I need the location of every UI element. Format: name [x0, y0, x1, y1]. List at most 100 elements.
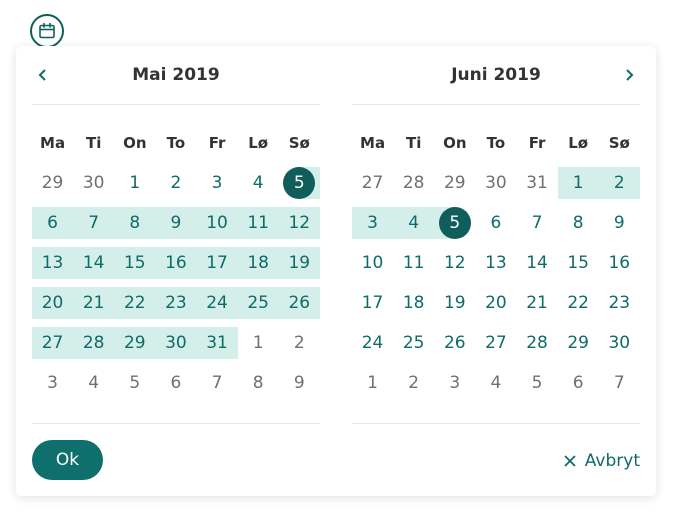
- day-cell[interactable]: 3: [352, 203, 394, 243]
- ok-button[interactable]: Ok: [32, 440, 103, 480]
- day-cell[interactable]: 20: [475, 283, 516, 323]
- day-cell[interactable]: 22: [558, 283, 599, 323]
- day-cell[interactable]: 12: [434, 243, 475, 283]
- day-cell[interactable]: 30: [599, 323, 640, 363]
- day-cell-outside-month[interactable]: 31: [517, 163, 558, 203]
- range-highlight: [32, 327, 74, 359]
- day-cell-outside-month[interactable]: 29: [32, 163, 73, 203]
- day-cell-outside-month[interactable]: 8: [238, 363, 279, 403]
- day-cell[interactable]: 16: [599, 243, 640, 283]
- day-cell-outside-month[interactable]: 7: [197, 363, 238, 403]
- day-cell[interactable]: 27: [32, 323, 74, 363]
- day-cell[interactable]: 19: [434, 283, 475, 323]
- day-cell-outside-month[interactable]: 28: [393, 163, 434, 203]
- day-cell[interactable]: 14: [517, 243, 558, 283]
- day-cell[interactable]: 23: [599, 283, 640, 323]
- day-cell-outside-month[interactable]: 6: [155, 363, 196, 403]
- day-cell[interactable]: 15: [114, 243, 156, 283]
- day-cell[interactable]: 13: [475, 243, 516, 283]
- day-cell[interactable]: 21: [73, 283, 115, 323]
- day-cell[interactable]: 1: [557, 163, 599, 203]
- day-cell[interactable]: 26: [278, 283, 320, 323]
- range-highlight: [32, 287, 74, 319]
- month-panel-may: Mai 2019 Ma Ti On To Fr Lø Sø 29 30 1 2 3 4 5 6 7 8 9 10 11…: [32, 46, 320, 403]
- day-number: 25: [247, 293, 269, 313]
- day-number: 6: [572, 373, 584, 393]
- day-cell[interactable]: 14: [73, 243, 115, 283]
- day-cell-outside-month[interactable]: 3: [434, 363, 475, 403]
- day-cell[interactable]: 22: [114, 283, 156, 323]
- day-cell-selected[interactable]: 5: [434, 203, 475, 243]
- day-cell-outside-month[interactable]: 9: [279, 363, 320, 403]
- day-cell[interactable]: 4: [393, 203, 435, 243]
- day-cell-outside-month[interactable]: 4: [475, 363, 516, 403]
- day-cell-outside-month[interactable]: 1: [352, 363, 393, 403]
- day-cell-outside-month[interactable]: 7: [599, 363, 640, 403]
- day-cell-outside-month[interactable]: 6: [558, 363, 599, 403]
- prev-month-button[interactable]: [30, 62, 56, 88]
- day-cell-outside-month[interactable]: 1: [238, 323, 279, 363]
- day-cell[interactable]: 10: [352, 243, 393, 283]
- day-cell-outside-month[interactable]: 2: [393, 363, 434, 403]
- day-cell-outside-month[interactable]: 5: [517, 363, 558, 403]
- day-cell[interactable]: 29: [114, 323, 156, 363]
- day-cell[interactable]: 6: [475, 203, 516, 243]
- day-cell-outside-month[interactable]: 30: [475, 163, 516, 203]
- day-cell[interactable]: 30: [155, 323, 197, 363]
- day-cell[interactable]: 23: [155, 283, 197, 323]
- day-cell[interactable]: 27: [475, 323, 516, 363]
- day-cell[interactable]: 21: [517, 283, 558, 323]
- day-cell[interactable]: 16: [155, 243, 197, 283]
- day-cell[interactable]: 12: [278, 203, 320, 243]
- day-cell[interactable]: 3: [197, 163, 238, 203]
- day-number: 9: [170, 213, 182, 233]
- day-cell[interactable]: 13: [32, 243, 74, 283]
- day-cell[interactable]: 24: [352, 323, 393, 363]
- day-cell[interactable]: 7: [73, 203, 115, 243]
- day-number: 18: [402, 293, 425, 313]
- day-cell-outside-month[interactable]: 29: [434, 163, 475, 203]
- day-cell[interactable]: 18: [237, 243, 279, 283]
- day-number: 30: [165, 333, 187, 353]
- day-cell[interactable]: 17: [196, 243, 238, 283]
- day-cell[interactable]: 24: [196, 283, 238, 323]
- day-cell-outside-month[interactable]: 3: [32, 363, 73, 403]
- day-cell[interactable]: 28: [517, 323, 558, 363]
- day-cell[interactable]: 17: [352, 283, 393, 323]
- cancel-button[interactable]: Avbryt: [563, 451, 640, 471]
- day-cell[interactable]: 9: [599, 203, 640, 243]
- day-cell-selected[interactable]: 5: [279, 163, 320, 203]
- day-cell[interactable]: 11: [237, 203, 279, 243]
- day-cell[interactable]: 8: [558, 203, 599, 243]
- day-cell[interactable]: 29: [558, 323, 599, 363]
- day-cell-outside-month[interactable]: 30: [73, 163, 114, 203]
- day-cell[interactable]: 4: [238, 163, 279, 203]
- day-cell[interactable]: 20: [32, 283, 74, 323]
- day-cell-outside-month[interactable]: 4: [73, 363, 114, 403]
- day-number: 18: [247, 253, 269, 273]
- day-cell[interactable]: 6: [32, 203, 74, 243]
- day-cell[interactable]: 2: [598, 163, 640, 203]
- day-cell[interactable]: 19: [278, 243, 320, 283]
- day-cell[interactable]: 28: [73, 323, 115, 363]
- day-cell-outside-month[interactable]: 2: [279, 323, 320, 363]
- day-cell-outside-month[interactable]: 5: [114, 363, 155, 403]
- next-month-button[interactable]: [616, 62, 642, 88]
- day-number: 27: [41, 333, 64, 353]
- day-cell[interactable]: 25: [393, 323, 434, 363]
- day-cell[interactable]: 2: [155, 163, 196, 203]
- day-cell[interactable]: 25: [237, 283, 279, 323]
- day-cell[interactable]: 31: [196, 323, 238, 363]
- day-cell[interactable]: 8: [114, 203, 156, 243]
- calendar-toggle-button[interactable]: [30, 14, 64, 48]
- day-cell[interactable]: 18: [393, 283, 434, 323]
- day-cell[interactable]: 7: [517, 203, 558, 243]
- day-cell[interactable]: 11: [393, 243, 434, 283]
- day-cell[interactable]: 9: [155, 203, 197, 243]
- day-cell[interactable]: 1: [114, 163, 155, 203]
- day-cell[interactable]: 10: [196, 203, 238, 243]
- day-cell[interactable]: 26: [434, 323, 475, 363]
- day-cell-outside-month[interactable]: 27: [352, 163, 393, 203]
- range-highlight: [196, 207, 238, 239]
- day-cell[interactable]: 15: [558, 243, 599, 283]
